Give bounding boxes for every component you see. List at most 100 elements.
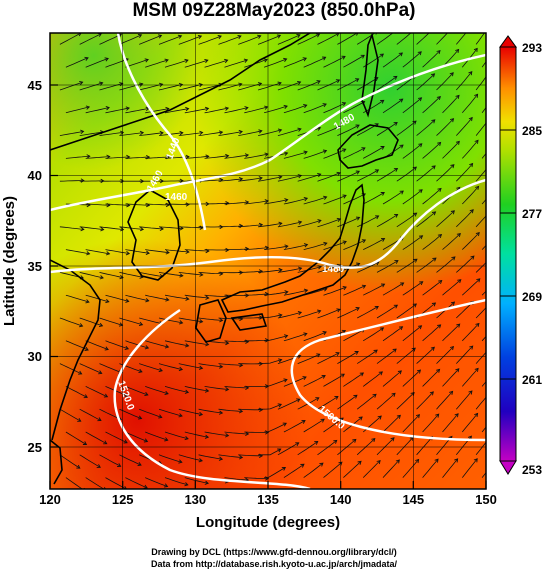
streamline (455, 390, 473, 410)
streamline (79, 408, 102, 421)
streamline-arrowhead (303, 196, 309, 202)
streamline (224, 154, 249, 159)
streamline (218, 35, 242, 45)
streamline-arrowhead (139, 130, 145, 136)
streamline-arrowhead (399, 190, 404, 195)
streamline-arrowhead (393, 304, 399, 309)
streamline (145, 156, 170, 159)
streamline-arrowhead (450, 164, 455, 169)
streamline-arrowhead (314, 441, 319, 445)
streamline (323, 56, 346, 68)
streamline (164, 477, 188, 486)
streamline-arrowhead (224, 106, 230, 111)
streamline-arrowhead (298, 266, 303, 271)
streamline-arrowhead (297, 310, 303, 316)
streamline (416, 211, 436, 228)
streamline (79, 82, 103, 91)
streamline-arrowhead (105, 105, 110, 111)
streamline (178, 408, 203, 415)
streamline-arrowhead (83, 394, 88, 399)
streamline (258, 129, 282, 136)
streamline-arrowhead (99, 81, 104, 86)
streamline-arrowhead (467, 435, 472, 440)
colorbar-label: 253 (522, 463, 542, 477)
y-tick-label: 25 (28, 440, 42, 455)
streamline-arrowhead (360, 54, 365, 59)
streamline-arrowhead (85, 105, 91, 110)
colorbar: 293 285 277 269 261 253 (499, 35, 542, 477)
streamline (277, 442, 299, 456)
streamline (65, 155, 90, 159)
mainland-coast (50, 33, 311, 151)
streamline (105, 249, 130, 254)
streamline (481, 426, 486, 433)
streamline (317, 440, 337, 456)
streamline (238, 408, 263, 411)
streamline-arrowhead (317, 309, 322, 314)
streamline (475, 76, 486, 91)
streamline (119, 272, 143, 278)
streamline (119, 317, 143, 326)
streamline (376, 214, 398, 228)
streamline-arrowhead (258, 176, 263, 181)
streamline (416, 257, 437, 273)
streamline (436, 118, 454, 136)
streamline-arrowhead (396, 414, 401, 419)
streamline-arrowhead (450, 210, 455, 215)
streamline-arrowhead (104, 346, 109, 351)
streamline-arrowhead (86, 154, 91, 159)
streamline-arrowhead (80, 178, 85, 183)
streamline-arrowhead (79, 80, 84, 86)
streamline (65, 294, 90, 303)
streamline-arrowhead (342, 148, 347, 153)
streamline (59, 81, 83, 91)
streamline-arrowhead (179, 320, 184, 325)
streamline (125, 156, 150, 159)
streamline-arrowhead (139, 226, 145, 232)
streamline (462, 323, 480, 342)
streamline-arrowhead (418, 189, 423, 194)
credit-data: Data from http://database.rish.kyoto-u.a… (150, 559, 398, 569)
y-tick-label: 45 (28, 78, 42, 93)
streamline-arrowhead (97, 417, 102, 422)
streamline-arrowhead (204, 106, 210, 112)
streamline (119, 408, 142, 419)
streamline (462, 232, 480, 250)
streamline-arrowhead (244, 153, 250, 158)
streamline (416, 347, 435, 364)
streamline-arrowhead (80, 129, 85, 135)
streamline (442, 413, 459, 433)
tick-marks (49, 84, 487, 489)
streamline (416, 391, 434, 410)
streamline-arrowhead (237, 34, 242, 40)
streamline-arrowhead (415, 458, 420, 464)
streamline-arrowhead (165, 106, 170, 112)
streamline (362, 460, 381, 478)
streamline (277, 81, 301, 91)
streamline (178, 317, 203, 323)
streamline-arrowhead (281, 466, 287, 471)
streamline (238, 270, 263, 273)
streamline (436, 346, 454, 364)
streamline-arrowhead (321, 374, 326, 379)
streamline-arrowhead (455, 48, 460, 53)
streamline (283, 420, 306, 433)
streamline (382, 190, 404, 205)
streamline-arrowhead (455, 140, 460, 145)
streamline (376, 168, 398, 182)
streamline-arrowhead (394, 214, 399, 218)
streamline (402, 414, 420, 433)
streamline-arrowhead (218, 130, 224, 135)
streamline-arrowhead (495, 232, 498, 236)
streamline (283, 289, 308, 296)
streamline (198, 272, 223, 275)
streamline (343, 461, 362, 478)
streamline (257, 35, 281, 45)
streamline-arrowhead (303, 150, 308, 155)
streamline-arrowhead (245, 431, 250, 436)
streamline (204, 59, 228, 68)
streamline (357, 306, 379, 319)
streamline (382, 459, 400, 478)
streamline-arrowhead (143, 438, 149, 443)
streamline-arrowhead (375, 215, 380, 220)
